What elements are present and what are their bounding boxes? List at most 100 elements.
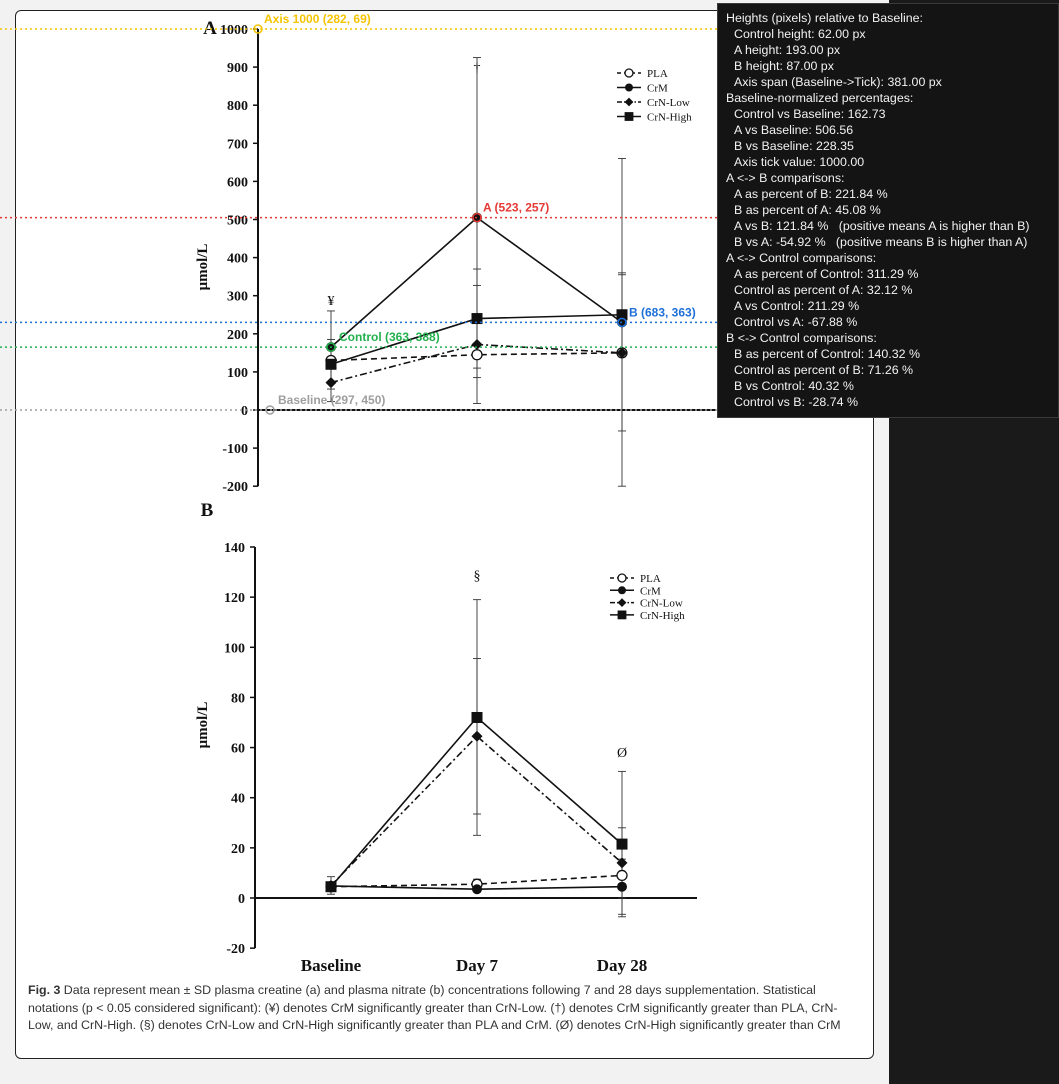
legend-marker [617, 598, 627, 607]
y-tick-label: 80 [231, 691, 245, 706]
overlay-line: A vs Baseline: 506.56 [734, 123, 854, 137]
caption-text: Data represent mean ± SD plasma creatine… [28, 983, 841, 1032]
legend-label: PLA [640, 573, 661, 585]
overlay-line: A as percent of Control: 311.29 % [734, 267, 919, 281]
overlay-line: B vs Baseline: 228.35 [734, 139, 854, 153]
guide-label: Baseline (297, 450) [278, 393, 385, 407]
y-axis-label: μmol/L [195, 702, 211, 749]
data-point-crn-low [616, 857, 628, 869]
data-point-pla [616, 869, 628, 882]
x-tick-label: Day 7 [456, 956, 499, 975]
panel-label: B [201, 500, 214, 521]
overlay-line: A as percent of B: 221.84 % [734, 187, 888, 201]
overlay-line: B as percent of Control: 140.32 % [734, 347, 920, 361]
overlay-line: Axis tick value: 1000.00 [734, 155, 865, 169]
y-tick-label: -200 [222, 480, 248, 495]
y-axis-label: μmol/L [195, 244, 211, 291]
overlay-line: Control vs A: -67.88 % [734, 315, 858, 329]
guide-point-icon [472, 212, 482, 223]
overlay-line: Control vs B: -28.74 % [734, 395, 858, 409]
x-tick-label: Day 28 [597, 956, 648, 975]
legend-marker [624, 112, 634, 121]
guide-label: Axis 1000 (282, 69) [264, 12, 371, 26]
overlay-line: B as percent of A: 45.08 % [734, 203, 881, 217]
overlay-line: Heights (pixels) relative to Baseline: [726, 11, 923, 25]
guide-point-icon [617, 317, 627, 328]
legend-label: CrN-Low [640, 598, 683, 610]
figure-caption: Fig. 3 Data represent mean ± SD plasma c… [28, 982, 858, 1035]
y-tick-label: 120 [224, 591, 245, 606]
guide-label: Control (363, 388) [339, 330, 440, 344]
legend-marker [617, 610, 627, 620]
data-point-crn-high [325, 881, 337, 893]
legend-marker [624, 68, 634, 78]
overlay-line: B vs Control: 40.32 % [734, 379, 854, 393]
guide-point-icon [326, 342, 336, 352]
overlay-line: Axis span (Baseline->Tick): 381.00 px [734, 75, 942, 89]
overlay-line: Control as percent of A: 32.12 % [734, 283, 913, 297]
legend-marker [618, 586, 626, 595]
data-point-crn-high [616, 838, 628, 850]
y-tick-label: -100 [222, 442, 248, 457]
overlay-line: A <-> Control comparisons: [726, 251, 877, 265]
series-line-crm [330, 216, 623, 348]
series-line-pla [330, 352, 623, 362]
data-point-crn-low [616, 347, 628, 359]
y-tick-label: 300 [227, 290, 248, 305]
legend-marker [617, 573, 627, 583]
chart-a: Aμmol/L-200-1000100200300400500600700800… [195, 18, 716, 495]
y-tick-label: 40 [231, 792, 245, 807]
guide-label: B (683, 363) [629, 305, 696, 319]
data-point-crn-low [325, 377, 337, 389]
y-tick-label: 140 [224, 541, 245, 556]
y-tick-label: 60 [231, 742, 245, 757]
legend-label: CrN-High [640, 610, 685, 622]
measurement-overlay: Heights (pixels) relative to Baseline: Co… [717, 3, 1059, 418]
data-point-crn-high [471, 711, 483, 723]
guide-point-icon [265, 405, 275, 415]
overlay-line: Control height: 62.00 px [734, 27, 866, 41]
guide-overlay: Axis 1000 (282, 69) A (523, 257) B (683, 3… [0, 12, 717, 415]
y-tick-label: 400 [227, 252, 248, 267]
series-line-crn-low [330, 735, 623, 887]
data-point-crn-low [471, 338, 483, 350]
x-tick-label: Baseline [301, 956, 362, 975]
overlay-line: A vs Control: 211.29 % [734, 299, 860, 313]
data-point-crn-low [471, 730, 483, 742]
significance-mark: † [474, 61, 481, 76]
guide-point-icon [253, 24, 263, 34]
overlay-line: B <-> Control comparisons: [726, 331, 877, 345]
overlay-line: Control vs Baseline: 162.73 [734, 107, 886, 121]
y-tick-label: 100 [224, 641, 245, 656]
legend-label: CrN-Low [647, 97, 690, 109]
overlay-line: B vs A: -54.92 % (positive means B is hi… [734, 235, 1028, 249]
y-tick-label: 0 [241, 404, 248, 419]
legend-label: CrM [647, 83, 668, 95]
y-tick-label: 800 [227, 99, 248, 114]
y-tick-label: -20 [226, 942, 245, 957]
y-tick-label: 200 [227, 328, 248, 343]
overlay-line: Control as percent of B: 71.26 % [734, 363, 914, 377]
data-point-crm [617, 881, 627, 892]
y-tick-label: 500 [227, 214, 248, 229]
figure-charts: Aμmol/L-200-1000100200300400500600700800… [0, 12, 717, 975]
data-point-crn-high [325, 358, 337, 370]
significance-mark: Ø [617, 746, 627, 761]
caption-label: Fig. 3 [28, 983, 61, 997]
y-tick-label: 100 [227, 366, 248, 381]
y-tick-label: 600 [227, 175, 248, 190]
legend-label: CrN-High [647, 112, 692, 124]
legend-label: PLA [647, 68, 668, 80]
overlay-line: A <-> B comparisons: [726, 171, 845, 185]
y-tick-label: 0 [238, 892, 245, 907]
y-tick-label: 1000 [220, 23, 248, 38]
significance-mark: § [474, 569, 481, 584]
series-line-pla [330, 874, 623, 888]
y-tick-label: 700 [227, 137, 248, 152]
overlay-line: Baseline-normalized percentages: [726, 91, 914, 105]
y-tick-label: 900 [227, 61, 248, 76]
data-point-pla [471, 349, 483, 361]
data-point-crn-high [471, 313, 483, 325]
legend-marker [625, 83, 633, 92]
